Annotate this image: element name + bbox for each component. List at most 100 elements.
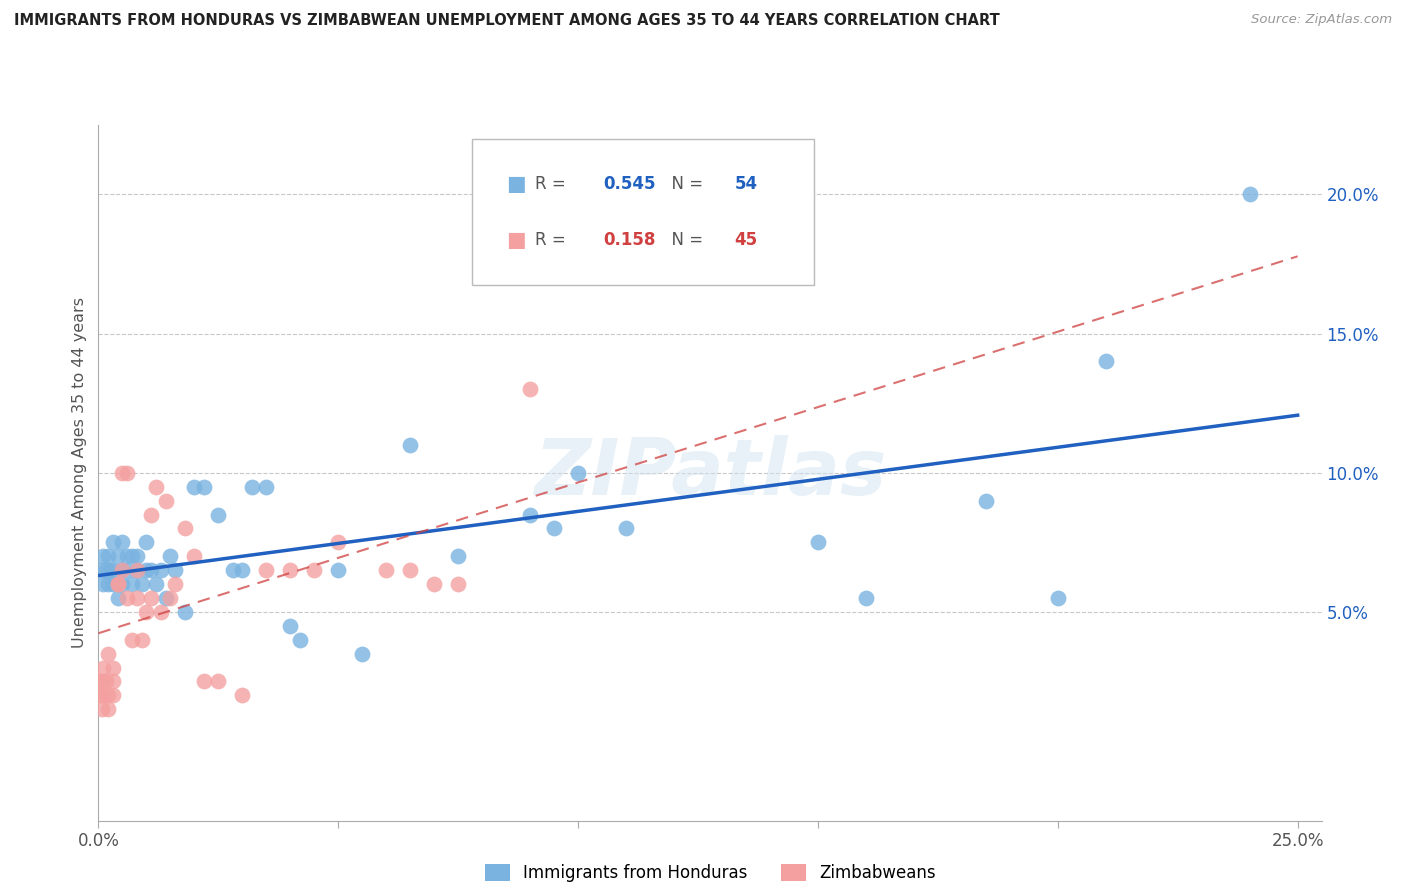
Point (254, 480, 277, 494)
Point (107, 591, 129, 605)
Text: R =: R = (536, 231, 571, 249)
Point (101, 563, 124, 577)
Point (543, 521, 565, 535)
Text: 0.158: 0.158 (603, 231, 657, 249)
Point (115, 466, 138, 480)
Point (91, 577, 114, 591)
Point (111, 563, 134, 577)
Point (101, 535, 124, 549)
Point (125, 563, 148, 577)
Point (91, 549, 114, 564)
Point (855, 591, 877, 605)
Point (131, 577, 153, 591)
Text: ZIPatlas: ZIPatlas (534, 434, 886, 511)
Text: ■: ■ (506, 174, 526, 194)
Point (447, 577, 470, 591)
Point (149, 605, 172, 619)
Point (567, 466, 589, 480)
Point (240, 480, 263, 494)
Point (135, 605, 157, 619)
Text: 45: 45 (734, 231, 758, 249)
Point (94, 674, 117, 689)
Point (193, 674, 215, 689)
Legend: Immigrants from Honduras, Zimbabweans: Immigrants from Honduras, Zimbabweans (478, 857, 942, 888)
Point (107, 549, 129, 564)
Point (101, 689, 124, 703)
Point (399, 438, 422, 452)
Point (155, 493, 177, 508)
Point (125, 591, 148, 605)
Point (91, 660, 114, 674)
Point (519, 382, 541, 396)
Point (165, 563, 187, 577)
Point (145, 577, 167, 591)
Point (974, 493, 997, 508)
Point (97, 549, 120, 564)
Point (399, 563, 422, 577)
Point (375, 563, 398, 577)
Text: N =: N = (661, 231, 709, 249)
Point (107, 577, 129, 591)
Point (97, 647, 120, 661)
FancyBboxPatch shape (471, 139, 814, 285)
Point (94, 563, 117, 577)
Point (135, 535, 157, 549)
Text: 0.545: 0.545 (603, 175, 657, 193)
Point (328, 535, 350, 549)
Point (278, 563, 301, 577)
Point (101, 674, 124, 689)
Point (207, 508, 229, 522)
Point (288, 632, 311, 647)
Text: IMMIGRANTS FROM HONDURAS VS ZIMBABWEAN UNEMPLOYMENT AMONG AGES 35 TO 44 YEARS CO: IMMIGRANTS FROM HONDURAS VS ZIMBABWEAN U… (14, 13, 1000, 29)
Y-axis label: Unemployment Among Ages 35 to 44 years: Unemployment Among Ages 35 to 44 years (72, 297, 87, 648)
Point (231, 689, 253, 703)
Point (1046, 591, 1069, 605)
Point (115, 591, 138, 605)
Point (254, 563, 277, 577)
Point (111, 535, 134, 549)
Point (145, 480, 167, 494)
Point (159, 591, 181, 605)
Point (159, 549, 181, 564)
Point (111, 466, 134, 480)
Text: Source: ZipAtlas.com: Source: ZipAtlas.com (1251, 13, 1392, 27)
Text: R =: R = (536, 175, 571, 193)
Point (352, 647, 374, 661)
Point (173, 605, 195, 619)
Point (207, 674, 229, 689)
Point (614, 521, 637, 535)
Point (121, 549, 143, 564)
Point (101, 577, 124, 591)
Point (183, 549, 205, 564)
Point (193, 480, 215, 494)
Text: 54: 54 (734, 175, 758, 193)
Point (97, 689, 120, 703)
Point (111, 577, 134, 591)
Point (155, 591, 177, 605)
Point (91, 689, 114, 703)
Point (90, 689, 112, 703)
Point (121, 632, 143, 647)
Point (1094, 354, 1116, 368)
Point (183, 480, 205, 494)
Point (89, 674, 111, 689)
Point (328, 563, 350, 577)
Point (100, 563, 122, 577)
Point (231, 563, 253, 577)
Point (101, 660, 124, 674)
Point (97, 577, 120, 591)
Point (1239, 187, 1261, 202)
Point (807, 535, 830, 549)
Point (121, 577, 143, 591)
Point (423, 577, 446, 591)
Point (447, 549, 470, 564)
Point (165, 577, 187, 591)
Point (141, 563, 163, 577)
Point (125, 549, 148, 564)
Point (115, 549, 138, 564)
Point (131, 632, 153, 647)
Point (91, 702, 114, 716)
Point (173, 521, 195, 535)
Point (111, 563, 134, 577)
Text: N =: N = (661, 175, 709, 193)
